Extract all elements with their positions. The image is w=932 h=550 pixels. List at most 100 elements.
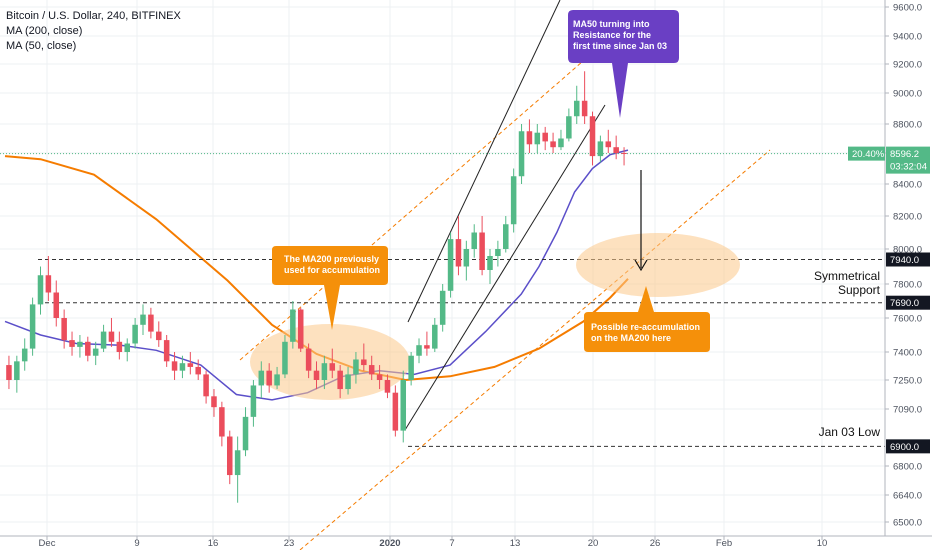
candle-body — [290, 309, 296, 342]
candle-body — [353, 359, 359, 375]
price-tick-label: 9000.0 — [893, 89, 922, 100]
candle-body — [108, 331, 115, 342]
percent-tag-bg — [848, 146, 885, 161]
candle-body — [361, 359, 367, 366]
candle-body — [85, 341, 91, 356]
level-tag-label: 7940.0 — [890, 255, 919, 266]
price-tick-label: 7400.0 — [893, 348, 922, 359]
candle-body — [408, 355, 414, 380]
candle-body — [384, 380, 391, 393]
candle-body — [100, 331, 107, 349]
candle-body — [589, 116, 596, 157]
time-tick-label: 7 — [449, 538, 454, 549]
candle-body — [581, 100, 588, 117]
candle-body — [77, 341, 83, 347]
candle-body — [234, 450, 241, 476]
price-tick-label: 9400.0 — [893, 32, 922, 43]
candle-body — [455, 239, 462, 267]
time-tick-label: 20 — [588, 538, 599, 549]
ma200-prev-callout-text-line1: used for accumulation — [284, 265, 380, 275]
level-tag-label: 6900.0 — [890, 442, 919, 453]
candle-body — [368, 365, 375, 375]
chart-legend: Bitcoin / U.S. Dollar, 240, BITFINEX MA … — [6, 9, 181, 54]
candle-body — [29, 304, 36, 349]
candle-body — [242, 416, 249, 451]
level-tag-label: 7690.0 — [890, 298, 919, 309]
current-price-label: 8596.2 — [890, 149, 919, 160]
lower-channel-dashed — [299, 149, 771, 550]
ma50-callout-text-line1: Resistance for the — [573, 30, 651, 40]
candle-body — [45, 275, 52, 293]
time-tick-label: Dec — [39, 538, 56, 549]
candle-body — [203, 374, 209, 397]
price-tick-label: 8800.0 — [893, 120, 922, 131]
candle-body — [432, 324, 438, 349]
candle-body — [140, 314, 146, 325]
price-tick-label: 7090.0 — [893, 405, 922, 416]
candle-body — [400, 380, 407, 431]
candle-body — [566, 116, 572, 139]
candle-body — [61, 318, 67, 341]
time-tick-label: 23 — [284, 538, 295, 549]
candle-body — [6, 365, 12, 380]
candle-body — [69, 340, 75, 347]
trend-line-lower — [404, 104, 606, 431]
candle-body — [148, 314, 154, 332]
time-tick-label: 16 — [208, 538, 219, 549]
candle-body — [416, 345, 422, 356]
ma200-legend: MA (200, close) — [6, 25, 83, 37]
candle-body — [195, 366, 201, 375]
price-tick-label: 6640.0 — [893, 491, 922, 502]
price-tick-label: 7600.0 — [893, 314, 922, 325]
candle-body — [495, 249, 501, 256]
candle-body — [447, 239, 454, 291]
countdown-label: 03:32:04 — [890, 162, 927, 173]
channel-lines — [0, 0, 885, 550]
candle-body — [219, 407, 225, 437]
price-tick-label: 8400.0 — [893, 180, 922, 191]
candle-body — [211, 396, 217, 408]
candle-body — [258, 370, 265, 386]
candle-body — [14, 361, 20, 380]
price-tick-label: 9200.0 — [893, 60, 922, 71]
candle-body — [179, 363, 186, 371]
candle-body — [116, 341, 123, 352]
down-arrow-head — [634, 259, 648, 272]
candle-body — [124, 343, 130, 352]
candle-body — [613, 147, 619, 153]
candle-body — [503, 224, 509, 249]
level-tag-bg — [886, 295, 930, 310]
candle-body — [479, 232, 485, 270]
candle-body — [424, 345, 430, 349]
chart-grid — [0, 0, 885, 536]
symbol-title: Bitcoin / U.S. Dollar, 240, BITFINEX — [6, 10, 181, 22]
trend-line-upper — [407, 0, 561, 323]
candle-body — [274, 374, 280, 386]
possible-callout-text-line1: on the MA200 here — [591, 333, 671, 343]
support-label: Support — [838, 283, 881, 297]
time-tick-label: 2020 — [379, 538, 400, 549]
candle-body — [439, 290, 446, 325]
candle-body — [53, 292, 60, 318]
candle-body — [163, 340, 170, 362]
ma50-legend: MA (50, close) — [6, 40, 77, 52]
price-tick-label: 7800.0 — [893, 280, 922, 291]
candle-body — [297, 309, 304, 349]
candle-body — [329, 363, 336, 371]
candle-body — [573, 100, 580, 117]
candle-body — [463, 249, 470, 267]
time-tick-label: 13 — [510, 538, 521, 549]
candle-body — [376, 374, 383, 380]
price-tick-label: 8200.0 — [893, 212, 922, 223]
candle-body — [250, 385, 257, 417]
candle-body — [313, 370, 320, 380]
candle-body — [597, 141, 604, 157]
candle-body — [510, 176, 517, 225]
ma50-callout-text-line2: first time since Jan 03 — [573, 41, 667, 51]
possible-callout-box — [584, 286, 710, 352]
percent-tag-label: 20.40% — [852, 149, 885, 160]
candle-body — [156, 331, 162, 341]
time-axis: Dec 9 16 23 2020 7 13 20 26 Feb 10 — [0, 535, 932, 549]
